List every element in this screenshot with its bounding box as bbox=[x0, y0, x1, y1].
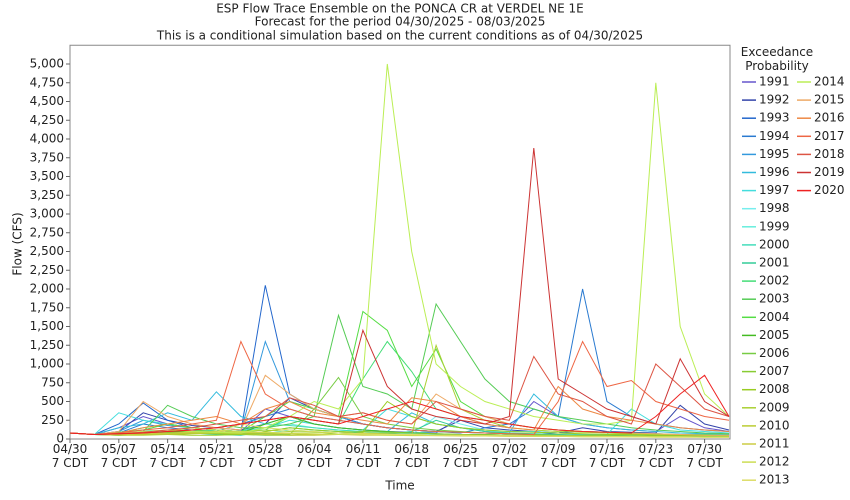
legend-label: 2010 bbox=[759, 418, 790, 432]
legend-label: 2017 bbox=[814, 129, 845, 143]
legend-label: 2006 bbox=[759, 346, 790, 360]
legend-label: 1991 bbox=[759, 75, 790, 89]
legend-label: 2002 bbox=[759, 274, 790, 288]
y-tick-label: 3,750 bbox=[30, 150, 64, 164]
legend-label: 1992 bbox=[759, 93, 790, 107]
x-axis-label: Time bbox=[384, 479, 414, 493]
legend-label: 2013 bbox=[759, 473, 790, 487]
legend-label: 2020 bbox=[814, 183, 845, 197]
chart-title: ESP Flow Trace Ensemble on the PONCA CR … bbox=[216, 2, 584, 16]
legend-label: 2000 bbox=[759, 237, 790, 251]
y-tick-label: 2,250 bbox=[30, 263, 64, 277]
y-tick-label: 3,250 bbox=[30, 188, 64, 202]
legend-label: 2016 bbox=[814, 111, 845, 125]
x-tick-label: 07/23 7 CDT bbox=[637, 442, 674, 470]
series-line bbox=[69, 400, 729, 437]
legend-label: 2005 bbox=[759, 328, 790, 342]
y-tick-label: 1,250 bbox=[30, 338, 64, 352]
y-tick-label: 2,750 bbox=[30, 225, 64, 239]
x-tick-label: 07/02 7 CDT bbox=[491, 442, 528, 470]
legend-label: 2001 bbox=[759, 256, 790, 270]
legend-label: 2004 bbox=[759, 310, 790, 324]
x-tick-label: 04/30 7 CDT bbox=[51, 442, 89, 470]
y-tick-label: 2,000 bbox=[30, 282, 64, 296]
y-tick-label: 4,000 bbox=[30, 132, 64, 146]
x-tick-label: 07/30 7 CDT bbox=[686, 442, 723, 470]
y-tick-label: 0 bbox=[56, 432, 64, 446]
y-tick-label: 1,000 bbox=[30, 357, 64, 371]
chart-subtitle: Forecast for the period 04/30/2025 - 08/… bbox=[255, 15, 546, 29]
y-tick-label: 3,000 bbox=[30, 207, 64, 221]
y-tick-label: 2,500 bbox=[30, 244, 64, 258]
y-axis-label: Flow (CFS) bbox=[11, 212, 25, 275]
y-tick-label: 5,000 bbox=[30, 57, 64, 71]
y-tick-label: 4,500 bbox=[30, 94, 64, 108]
legend-label: 2007 bbox=[759, 364, 790, 378]
y-tick-label: 4,750 bbox=[30, 75, 64, 89]
legend-label: 2008 bbox=[759, 382, 790, 396]
legend-label: 2012 bbox=[759, 455, 790, 469]
x-tick-label: 05/28 7 CDT bbox=[247, 442, 284, 470]
series-line bbox=[69, 385, 730, 436]
legend-title: Exceedance Probability bbox=[740, 45, 814, 73]
legend-label: 1995 bbox=[759, 147, 790, 161]
y-tick-label: 250 bbox=[41, 413, 64, 427]
y-tick-label: 4,250 bbox=[30, 113, 64, 127]
legend-label: 1994 bbox=[759, 129, 790, 143]
series-line bbox=[69, 302, 730, 436]
y-tick-label: 3,500 bbox=[30, 169, 64, 183]
x-tick-label: 05/14 7 CDT bbox=[149, 442, 186, 470]
legend-label: 1996 bbox=[759, 165, 790, 179]
x-tick-label: 05/07 7 CDT bbox=[100, 442, 138, 470]
legend-label: 2015 bbox=[814, 93, 845, 107]
legend-label: 1998 bbox=[759, 201, 790, 215]
y-tick-label: 750 bbox=[41, 375, 64, 389]
x-tick-label: 05/21 7 CDT bbox=[198, 442, 235, 470]
series-line bbox=[69, 355, 730, 436]
x-tick-label: 06/04 7 CDT bbox=[295, 442, 333, 470]
legend-label: 2018 bbox=[814, 147, 845, 161]
legend-label: 2019 bbox=[814, 165, 845, 179]
y-tick-label: 1,500 bbox=[30, 319, 64, 333]
series-line bbox=[69, 340, 730, 436]
legend-label: 2014 bbox=[814, 75, 845, 89]
x-tick-label: 07/16 7 CDT bbox=[588, 442, 626, 470]
y-tick-label: 500 bbox=[41, 394, 64, 408]
legend-label: 2009 bbox=[759, 400, 790, 414]
legend-label: 2011 bbox=[759, 437, 790, 451]
legend-label: 1997 bbox=[759, 183, 790, 197]
y-tick-label: 1,750 bbox=[30, 300, 64, 314]
x-tick-label: 06/25 7 CDT bbox=[442, 442, 479, 470]
legend-label: 1993 bbox=[759, 111, 790, 125]
series-line bbox=[69, 374, 730, 436]
legend-label: 1999 bbox=[759, 219, 790, 233]
plot-area bbox=[69, 44, 731, 440]
x-tick-label: 06/18 7 CDT bbox=[393, 442, 430, 470]
legend-label: 2003 bbox=[759, 292, 790, 306]
chart-subtitle: This is a conditional simulation based o… bbox=[156, 29, 643, 43]
x-tick-label: 07/09 7 CDT bbox=[539, 442, 577, 470]
x-tick-label: 06/11 7 CDT bbox=[344, 442, 382, 470]
